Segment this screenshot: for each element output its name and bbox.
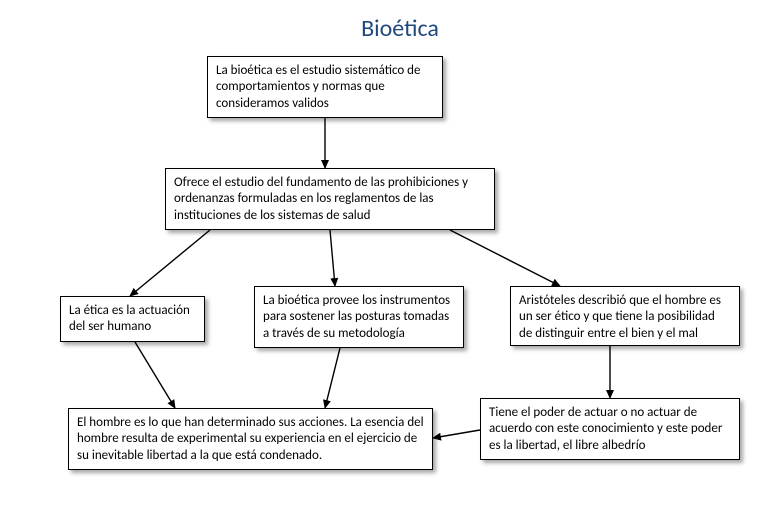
node-aristoteles: Aristóteles describió que el hombre es u… — [510, 286, 740, 346]
node-instrumentos: La bioética provee los instrumentos para… — [254, 286, 464, 348]
edge-arrow — [433, 430, 480, 438]
node-definition: La bioética es el estudio sistemático de… — [207, 56, 443, 118]
edge-arrow — [325, 348, 340, 408]
edge-arrow — [135, 342, 175, 408]
edge-arrow — [130, 230, 210, 296]
edge-arrow — [330, 230, 335, 286]
node-fundamento: Ofrece el estudio del fundamento de las … — [165, 168, 495, 230]
node-etica: La ética es la actuación del ser humano — [60, 296, 205, 342]
node-libre-albedrio: Tiene el poder de actuar o no actuar de … — [480, 398, 740, 460]
edge-arrow — [450, 230, 560, 286]
node-hombre-acciones: El hombre es lo que han determinado sus … — [68, 408, 433, 470]
diagram-title: Bioética — [340, 14, 460, 43]
